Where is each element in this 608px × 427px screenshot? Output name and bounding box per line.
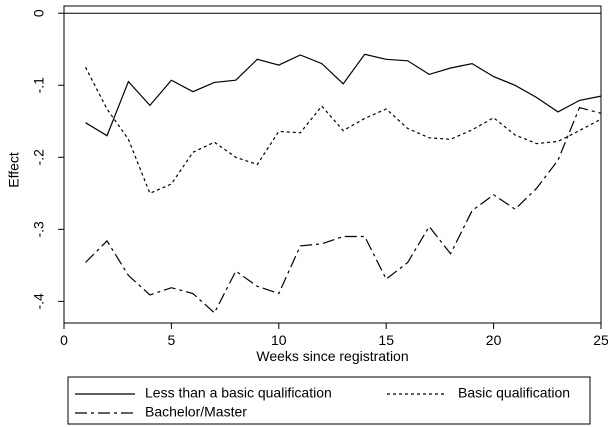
x-tick-label: 25 [593,332,608,348]
plot-frame [63,5,602,324]
series-layer [84,53,602,314]
y-axis-title: Effect [6,152,22,188]
y-tick-label: -.2 [31,149,47,166]
series-line-0 [85,53,602,137]
y-tick-label: 0 [31,9,47,17]
legend-box [67,376,591,425]
y-tick-label: -.3 [31,221,47,238]
legend: Less than a basic qualification Basic qu… [67,376,591,425]
x-axis-title: Weeks since registration [256,348,408,364]
axis-layer: 0 5 10 15 20 25 0 -.1 -.2 -.3 -.4 [31,9,608,348]
y-tick-label: -.4 [31,293,47,310]
legend-label-bachelor-master: Bachelor/Master [145,404,247,420]
y-tick-label: -.1 [31,77,47,94]
legend-label-basic: Basic qualification [458,385,570,401]
x-tick-label: 10 [271,332,287,348]
x-tick-label: 15 [378,332,394,348]
x-tick-label: 5 [168,332,176,348]
x-tick-label: 20 [486,332,502,348]
x-tick-label: 0 [60,332,68,348]
series-line-1 [84,66,602,195]
legend-label-less-than-basic: Less than a basic qualification [145,385,332,401]
series-line-2 [85,106,602,314]
